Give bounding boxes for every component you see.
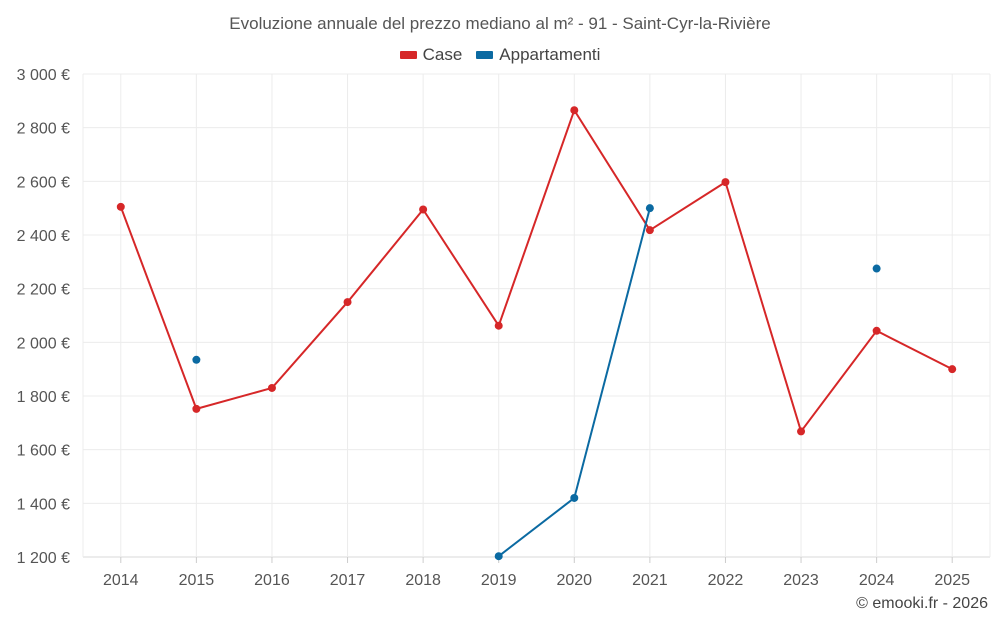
y-tick-label: 2 000 € [17, 335, 70, 352]
series-line-appartamenti [497, 496, 576, 558]
x-tick-label: 2017 [330, 572, 366, 589]
series-line-case [573, 109, 651, 232]
y-tick-label: 3 000 € [17, 67, 70, 84]
y-tick-label: 1 200 € [17, 550, 70, 567]
series-line-case [346, 208, 425, 304]
data-point-case [570, 106, 579, 115]
series-line-case [270, 301, 349, 389]
data-point-case [872, 326, 881, 335]
y-tick-label: 2 600 € [17, 174, 70, 191]
x-tick-label: 2014 [103, 572, 139, 589]
series-line-case [497, 109, 576, 327]
y-tick-label: 1 600 € [17, 443, 70, 460]
series-line-case [648, 181, 727, 232]
x-tick-label: 2019 [481, 572, 517, 589]
data-point-case [419, 205, 428, 214]
data-point-appartamenti [872, 264, 881, 273]
y-tick-label: 2 200 € [17, 282, 70, 299]
data-point-case [645, 226, 654, 235]
data-point-case [948, 365, 957, 374]
x-tick-label: 2016 [254, 572, 290, 589]
credit-text: © emooki.fr - 2026 [856, 595, 988, 612]
x-tick-label: 2015 [179, 572, 215, 589]
data-point-case [116, 202, 125, 211]
series-line-case [875, 329, 954, 371]
series-line-appartamenti [573, 207, 651, 499]
x-tick-label: 2020 [556, 572, 592, 589]
data-point-appartamenti [494, 552, 503, 561]
legend-swatch-appartamenti [476, 51, 494, 59]
legend-label-appartamenti: Appartamenti [499, 45, 601, 64]
data-point-appartamenti [645, 204, 654, 213]
series-line-case [195, 386, 273, 410]
data-point-appartamenti [192, 355, 201, 364]
data-point-case [192, 404, 201, 413]
data-point-case [267, 383, 276, 392]
data-point-case [343, 298, 352, 307]
x-tick-label: 2018 [405, 572, 441, 589]
chart-title: Evoluzione annuale del prezzo mediano al… [229, 14, 771, 33]
legend-swatch-case [399, 51, 417, 59]
x-tick-label: 2022 [708, 572, 744, 589]
y-tick-label: 1 800 € [17, 389, 70, 406]
x-tick-label: 2023 [783, 572, 819, 589]
series-line-case [800, 329, 878, 433]
data-point-case [721, 178, 730, 187]
y-tick-label: 2 400 € [17, 228, 70, 245]
data-point-case [797, 427, 806, 436]
data-point-appartamenti [570, 493, 579, 502]
legend: Case Appartamenti [0, 45, 1000, 65]
legend-label-case: Case [422, 45, 463, 64]
series-line-case [119, 205, 198, 410]
y-tick-label: 2 800 € [17, 121, 70, 138]
data-point-case [494, 321, 503, 330]
legend-item-case[interactable]: Case [399, 45, 463, 65]
y-tick-label: 1 400 € [17, 496, 70, 513]
x-tick-label: 2024 [859, 572, 895, 589]
x-tick-label: 2021 [632, 572, 668, 589]
legend-item-appartamenti[interactable]: Appartamenti [476, 45, 600, 65]
series-line-case [422, 208, 500, 327]
series-line-case [724, 181, 803, 433]
x-tick-label: 2025 [934, 572, 970, 589]
